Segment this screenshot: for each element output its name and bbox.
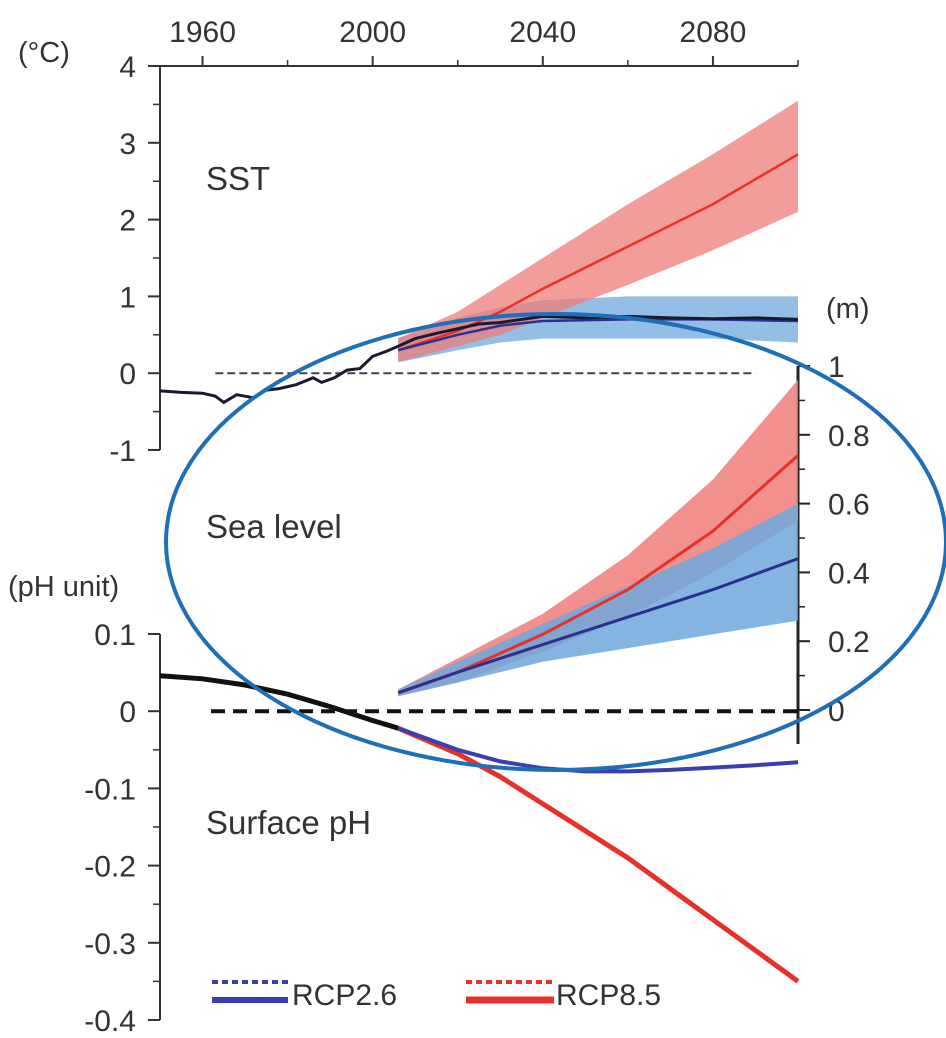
ph-observed-line xyxy=(159,673,399,731)
sst-rcp85-line xyxy=(397,153,799,352)
sst-y-tick-label: 3 xyxy=(119,128,136,161)
sst-unit-label: (°C) xyxy=(18,37,70,69)
sea-level-rcp26-line xyxy=(397,557,799,695)
ph-unit-label: (pH unit) xyxy=(8,571,119,603)
sst-y-tick-label: 4 xyxy=(119,51,136,84)
sst-y-tick-label: 2 xyxy=(119,205,136,238)
ph-y-tick-label: 0 xyxy=(119,696,136,729)
sea-level-y-tick-label: 0.2 xyxy=(828,626,870,659)
sea-level-y-tick-label: 0.8 xyxy=(828,420,870,453)
sst-panel-label: SST xyxy=(206,160,270,197)
sst-x-tick-label: 2080 xyxy=(680,16,747,49)
sst-y-tick-label: 0 xyxy=(119,358,136,391)
sst-rcp85-uncertainty-band xyxy=(398,100,798,362)
legend-rcp26-label: RCP2.6 xyxy=(292,979,397,1012)
ph-y-tick-label: -0.4 xyxy=(84,1005,136,1033)
sea-level-y-tick-label: 0.6 xyxy=(828,489,870,522)
sst-x-tick-label: 1960 xyxy=(169,16,236,49)
sea-level-unit-label: (m) xyxy=(826,293,869,325)
ph-y-tick-label: -0.1 xyxy=(84,773,136,806)
ph-y-tick-label: -0.3 xyxy=(84,928,136,961)
highlight-ellipse xyxy=(164,312,946,772)
legend-rcp85-label: RCP8.5 xyxy=(556,979,661,1012)
ph-y-tick-label: 0.1 xyxy=(94,619,136,652)
sst-x-tick-label: 2000 xyxy=(339,16,406,49)
sea-level-panel-label: Sea level xyxy=(206,508,342,545)
sst-x-tick-label: 2040 xyxy=(509,16,576,49)
sea-level-y-tick-label: 0.4 xyxy=(828,557,870,590)
legend: RCP2.6 RCP8.5 xyxy=(212,979,661,1012)
sst-y-tick-label: 1 xyxy=(119,281,136,314)
sst-observed-line xyxy=(159,314,799,405)
sea-level-rcp85-band xyxy=(398,379,798,697)
ph-rcp26-line xyxy=(397,726,799,774)
sea-level-y-tick-label: 1 xyxy=(828,351,845,384)
sst-y-tick-label: -1 xyxy=(109,435,136,468)
sea-level-rcp26-band xyxy=(398,503,798,697)
ph-panel-label: Surface pH xyxy=(206,804,371,841)
chart-marks: 1960 2000 2040 2080 4 3 2 1 0 -1 1 0.8 0.6 0.4 0.2 0 0.1… xyxy=(84,16,946,1038)
ph-y-tick-label: -0.2 xyxy=(84,851,136,884)
